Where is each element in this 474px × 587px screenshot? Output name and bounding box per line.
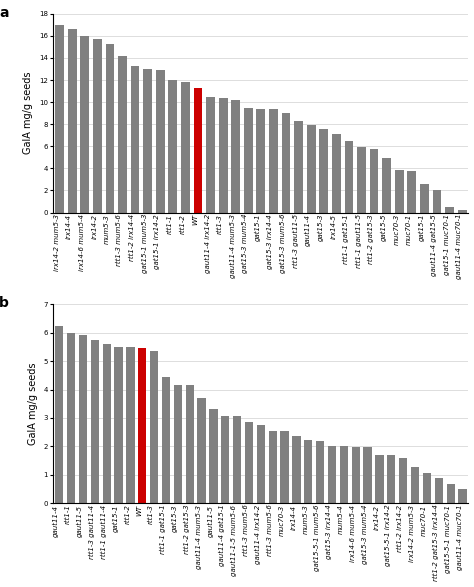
Bar xyxy=(316,441,324,503)
Bar xyxy=(307,126,316,212)
Bar xyxy=(304,440,312,503)
Bar xyxy=(395,170,404,212)
Bar xyxy=(168,80,177,212)
Bar xyxy=(408,171,416,212)
Bar xyxy=(269,431,277,503)
Bar xyxy=(382,158,391,212)
Bar xyxy=(198,397,206,503)
Bar xyxy=(352,447,360,503)
Bar xyxy=(420,184,429,212)
Bar xyxy=(126,348,135,503)
Y-axis label: GalA mg/g seeds: GalA mg/g seeds xyxy=(23,72,33,154)
Bar xyxy=(244,107,253,212)
Bar xyxy=(294,121,303,212)
Bar xyxy=(131,66,139,212)
Bar xyxy=(68,29,77,212)
Bar xyxy=(332,134,341,212)
Bar xyxy=(114,347,123,503)
Bar xyxy=(319,129,328,212)
Bar xyxy=(269,109,278,212)
Bar xyxy=(55,25,64,212)
Bar xyxy=(193,88,202,212)
Bar xyxy=(162,377,170,503)
Bar xyxy=(256,109,265,212)
Bar xyxy=(435,478,443,503)
Bar xyxy=(282,113,291,212)
Bar xyxy=(364,447,372,503)
Bar xyxy=(399,458,407,503)
Bar xyxy=(79,335,87,503)
Bar xyxy=(357,147,366,212)
Bar xyxy=(281,431,289,503)
Bar xyxy=(445,207,454,212)
Bar xyxy=(91,340,99,503)
Bar xyxy=(106,43,114,212)
Bar xyxy=(206,97,215,212)
Bar xyxy=(245,421,253,503)
Bar xyxy=(102,344,111,503)
Bar xyxy=(370,149,379,212)
Bar xyxy=(150,350,158,503)
Bar xyxy=(433,191,441,212)
Bar xyxy=(67,333,75,503)
Bar xyxy=(328,446,336,503)
Bar xyxy=(292,436,301,503)
Bar xyxy=(458,489,467,503)
Bar xyxy=(231,100,240,212)
Bar xyxy=(411,467,419,503)
Bar xyxy=(156,70,164,212)
Text: a: a xyxy=(0,6,9,20)
Bar xyxy=(181,82,190,212)
Bar xyxy=(210,409,218,503)
Text: b: b xyxy=(0,296,9,311)
Bar xyxy=(221,416,229,503)
Bar xyxy=(423,473,431,503)
Bar xyxy=(118,56,127,212)
Bar xyxy=(93,39,102,212)
Bar xyxy=(173,384,182,503)
Bar xyxy=(185,385,194,503)
Bar xyxy=(81,36,89,212)
Bar xyxy=(257,425,265,503)
Bar xyxy=(138,349,146,503)
Bar xyxy=(458,210,466,212)
Bar xyxy=(387,456,395,503)
Bar xyxy=(219,97,228,212)
Bar xyxy=(233,416,241,503)
Bar xyxy=(143,69,152,212)
Bar xyxy=(375,455,383,503)
Bar xyxy=(447,484,455,503)
Y-axis label: GalA mg/g seeds: GalA mg/g seeds xyxy=(27,363,38,445)
Bar xyxy=(345,141,353,212)
Bar xyxy=(55,326,64,503)
Bar xyxy=(340,446,348,503)
